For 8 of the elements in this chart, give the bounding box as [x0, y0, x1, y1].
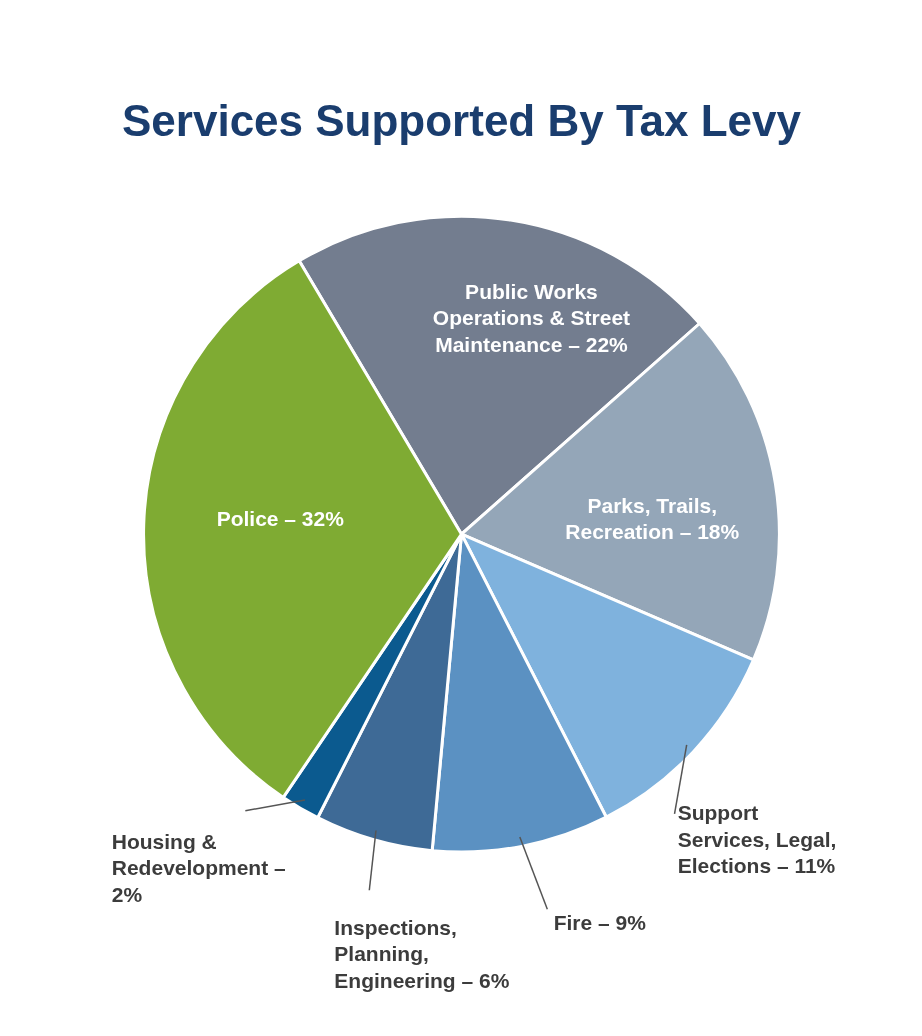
slice-label: Police – 32%	[216, 506, 345, 530]
slice-label: Inspections, Planning, Engineering – 6%	[334, 915, 510, 992]
slice-label: Fire – 9%	[553, 910, 647, 934]
slice-label: Support Services, Legal, Elections – 11%	[677, 801, 837, 878]
slice-label: Parks, Trails, Recreation – 18%	[565, 493, 740, 543]
slice-label: Housing & Redevelopment – 2%	[111, 830, 286, 906]
chart-title: Services Supported By Tax Levy	[121, 96, 802, 146]
slice-label: Public Works Operations & Street Maintenance – 22%	[432, 280, 631, 356]
